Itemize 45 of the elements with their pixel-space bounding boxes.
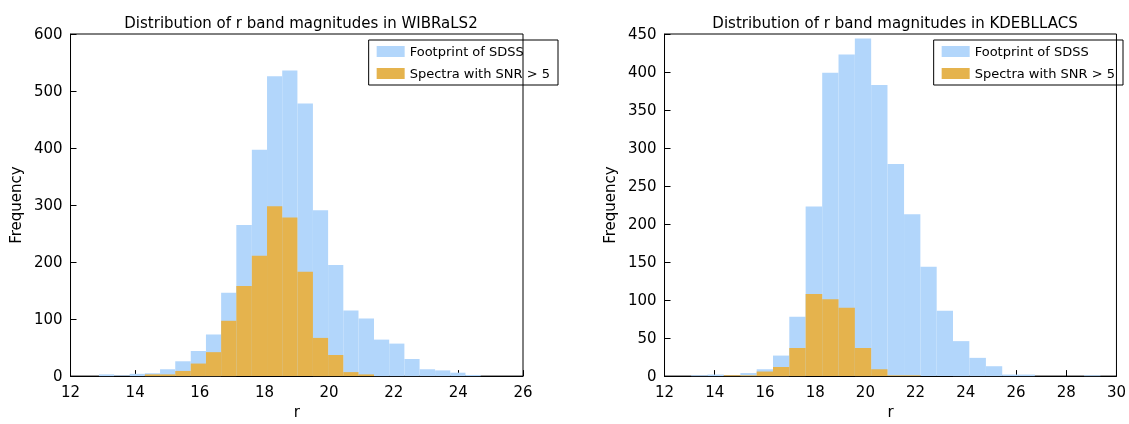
x-axis-title: r [887,402,895,421]
y-tick-label: 350 [627,101,657,120]
x-tick-label: 26 [1006,382,1026,401]
y-tick-label: 250 [627,177,657,196]
y-tick-label: 0 [646,367,657,386]
x-tick-label: 20 [319,382,339,401]
x-tick-label: 16 [190,382,210,401]
x-tick-label: 22 [384,382,404,401]
y-tick-label: 100 [33,310,63,329]
x-tick-label: 12 [60,382,81,401]
y-tick-label: 300 [627,139,657,158]
x-tick-label: 24 [956,382,976,401]
y-tick-label: 500 [33,82,63,101]
chart-title: Distribution of r band magnitudes in WIBRaLS2 [124,13,478,32]
y-tick-label: 150 [627,253,657,272]
y-tick-label: 50 [637,329,657,348]
x-tick-label: 16 [755,382,775,401]
y-tick-label: 100 [627,291,657,310]
y-tick-label: 200 [33,253,63,272]
y-tick-label: 300 [33,196,63,215]
x-axis-title: r [293,402,301,421]
y-tick-label: 400 [33,139,63,158]
y-tick-label: 450 [627,25,657,43]
x-tick-label: 18 [805,382,825,401]
y-axis-title: Frequency [6,166,25,244]
y-tick-label: 0 [52,367,63,386]
y-axis-title: Frequency [600,166,619,244]
legend-label: Spectra with SNR > 5 [974,66,1115,81]
legend-label: Footprint of SDSS [974,44,1089,59]
y-tick-label: 400 [627,63,657,82]
legend-label: Footprint of SDSS [409,44,524,59]
x-tick-label: 24 [448,382,468,401]
x-tick-label: 14 [705,382,725,401]
y-tick-label: 200 [627,215,657,234]
chart-title: Distribution of r band magnitudes in KDEBLLACS [712,13,1078,32]
x-tick-label: 20 [855,382,875,401]
x-tick-label: 30 [1106,382,1126,401]
x-tick-label: 28 [1056,382,1076,401]
legend-label: Spectra with SNR > 5 [409,66,550,81]
x-tick-label: 22 [906,382,926,401]
y-tick-label: 600 [33,25,63,43]
x-tick-label: 14 [125,382,145,401]
x-tick-label: 12 [654,382,675,401]
x-tick-label: 18 [254,382,274,401]
x-tick-label: 26 [513,382,533,401]
